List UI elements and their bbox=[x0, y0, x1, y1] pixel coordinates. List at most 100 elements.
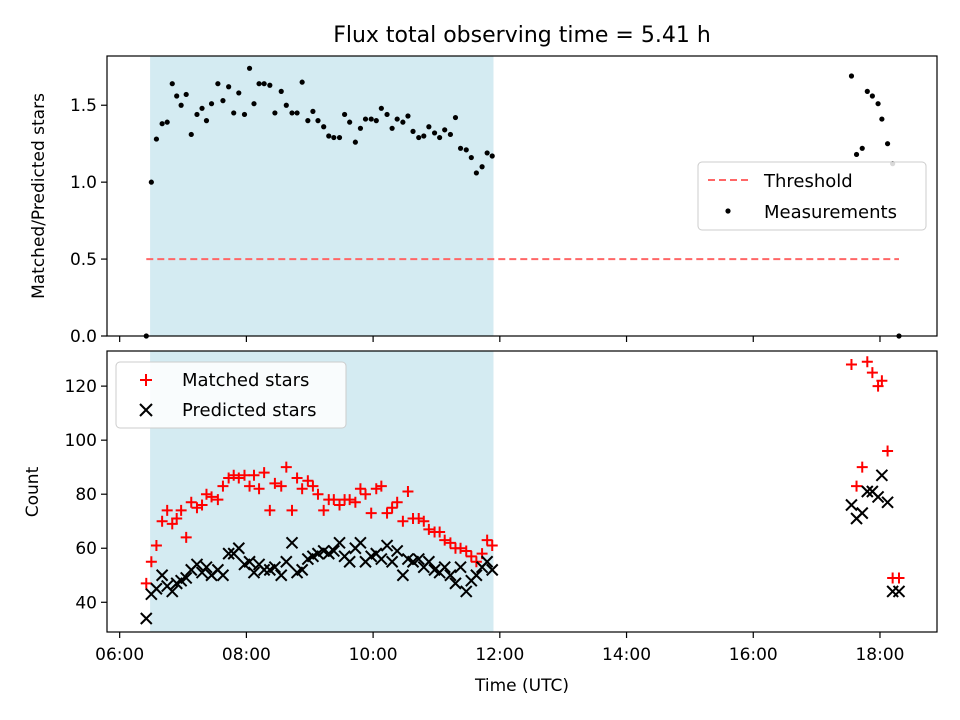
measurement-point bbox=[174, 93, 180, 99]
measurement-point bbox=[321, 124, 327, 130]
predicted-star-marker bbox=[216, 569, 230, 582]
matched-star-marker bbox=[354, 483, 366, 495]
predicted-star-marker bbox=[892, 585, 906, 598]
measurement-point bbox=[331, 134, 337, 141]
measurement-point bbox=[341, 111, 348, 118]
measurement-point bbox=[164, 119, 170, 125]
measurement-point bbox=[241, 111, 248, 118]
measurement-point bbox=[362, 116, 369, 122]
matched-star-marker bbox=[145, 556, 157, 568]
measurement-point bbox=[194, 111, 200, 118]
matched-star-marker bbox=[344, 494, 356, 506]
measurement-point bbox=[272, 110, 278, 116]
matched-star-marker bbox=[486, 540, 498, 552]
measurement-points bbox=[143, 65, 902, 339]
measurement-point bbox=[442, 127, 448, 133]
predicted-star-marker bbox=[333, 536, 346, 550]
measurement-point bbox=[208, 101, 215, 107]
measurement-point bbox=[378, 105, 384, 111]
matched-star-marker bbox=[291, 472, 303, 484]
matched-star-marker bbox=[233, 472, 245, 484]
matched-star-marker bbox=[175, 504, 187, 516]
measurement-point bbox=[389, 125, 395, 131]
matched-star-marker bbox=[851, 480, 863, 492]
predicted-star-marker bbox=[257, 563, 271, 577]
predicted-star-marker bbox=[871, 490, 885, 504]
ratio-panel: 0.0 0.5 1.0 1.5 Matched/Predicted stars Thr… bbox=[29, 55, 938, 347]
measurement-point bbox=[336, 134, 343, 141]
predicted-star-marker bbox=[881, 496, 894, 509]
measurement-point bbox=[879, 116, 885, 122]
x-ticks-bottom: 06:00 08:00 10:00 12:00 14:00 16:00 18:00 bbox=[95, 632, 904, 665]
matched-star-marker bbox=[196, 499, 208, 511]
measurement-point bbox=[153, 136, 160, 142]
matched-star-marker bbox=[470, 556, 482, 568]
legend-measurements-swatch bbox=[725, 208, 731, 214]
measurement-point bbox=[315, 118, 321, 124]
observing-span-top bbox=[150, 56, 494, 336]
measurement-point bbox=[299, 79, 305, 85]
predicted-star-marker bbox=[150, 582, 163, 595]
predicted-star-marker bbox=[179, 571, 193, 585]
measurement-point bbox=[463, 147, 469, 153]
legend-top: Threshold Measurements bbox=[697, 161, 927, 231]
matched-star-marker bbox=[386, 502, 398, 514]
measurement-point bbox=[256, 81, 262, 87]
measurement-point bbox=[864, 88, 870, 94]
measurement-point bbox=[169, 81, 175, 87]
matched-star-marker bbox=[328, 494, 340, 506]
predicted-star-marker bbox=[247, 566, 261, 579]
measurement-point bbox=[347, 119, 353, 125]
y-tick-label: 100 bbox=[65, 431, 97, 451]
matched-star-marker bbox=[258, 467, 270, 479]
measurement-point bbox=[431, 130, 438, 136]
measurement-point bbox=[246, 65, 253, 71]
measurement-point bbox=[853, 151, 860, 158]
matched-star-marker bbox=[375, 480, 387, 492]
predicted-star-marker bbox=[438, 560, 451, 574]
predicted-star-marker bbox=[190, 558, 204, 571]
predicted-star-marker bbox=[268, 560, 282, 574]
y-tick-label: 60 bbox=[75, 539, 97, 559]
matched-star-marker bbox=[455, 542, 467, 554]
measurement-point bbox=[283, 102, 289, 108]
measurement-point bbox=[203, 118, 210, 124]
matched-stars-points bbox=[140, 356, 905, 589]
measurement-point bbox=[384, 111, 390, 118]
matched-star-marker bbox=[185, 496, 197, 508]
measurement-point bbox=[473, 170, 479, 176]
y-tick-label: 0.5 bbox=[70, 250, 97, 270]
matched-star-marker bbox=[217, 480, 229, 492]
y-tick-label: 120 bbox=[65, 377, 97, 397]
matched-star-marker bbox=[212, 494, 224, 506]
legend-predicted-swatch bbox=[139, 403, 153, 417]
predicted-star-marker bbox=[390, 544, 404, 558]
measurement-point bbox=[426, 124, 432, 130]
predicted-star-marker bbox=[200, 560, 213, 574]
measurement-point bbox=[357, 125, 364, 131]
matched-star-marker bbox=[180, 531, 192, 543]
y-tick-label: 80 bbox=[75, 485, 97, 505]
measurement-point bbox=[267, 82, 273, 88]
predicted-star-marker bbox=[385, 555, 399, 568]
predicted-star-marker bbox=[875, 469, 889, 482]
predicted-star-marker bbox=[444, 569, 457, 582]
measurement-point bbox=[251, 101, 257, 107]
x-tick-label: 10:00 bbox=[349, 645, 398, 665]
matched-star-marker bbox=[161, 504, 173, 516]
matched-star-marker bbox=[307, 480, 319, 492]
matched-star-marker bbox=[264, 504, 276, 516]
legend-bottom-box bbox=[115, 361, 347, 429]
matched-star-marker bbox=[171, 513, 183, 525]
y-ticks-top: 0.0 0.5 1.0 1.5 bbox=[70, 96, 107, 347]
matched-star-marker bbox=[882, 445, 894, 457]
predicted-stars-points bbox=[140, 469, 906, 625]
legend-matched-label: Matched stars bbox=[182, 370, 309, 391]
matched-star-marker bbox=[876, 375, 888, 387]
measurement-point bbox=[468, 154, 474, 161]
measurement-point bbox=[310, 108, 316, 114]
measurement-point bbox=[278, 88, 284, 94]
matched-star-marker bbox=[418, 515, 430, 527]
measurement-point bbox=[410, 128, 416, 134]
predicted-star-marker bbox=[222, 547, 235, 560]
